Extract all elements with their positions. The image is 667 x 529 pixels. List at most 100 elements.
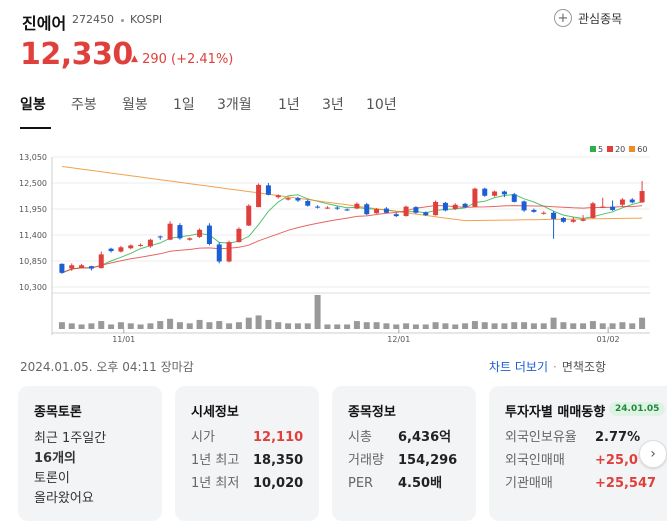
candle-body bbox=[285, 198, 291, 200]
x-tick-label: 12/01 bbox=[387, 335, 410, 344]
card-title: 투자자별 매매동향 bbox=[505, 405, 606, 420]
candle-body bbox=[295, 198, 301, 201]
volume-bar bbox=[481, 322, 488, 329]
tab-daily[interactable]: 일봉 bbox=[20, 97, 46, 113]
stock-name: 진에어 bbox=[22, 14, 67, 33]
volume-bar bbox=[452, 324, 459, 329]
candle-body bbox=[541, 212, 547, 214]
candle-body bbox=[206, 225, 212, 244]
chevron-right-icon: › bbox=[650, 446, 656, 462]
volume-bar bbox=[294, 323, 301, 329]
candle-body bbox=[501, 191, 507, 195]
active-tab-indicator bbox=[20, 127, 51, 129]
candle-body bbox=[265, 185, 271, 195]
candle-body bbox=[482, 188, 488, 196]
candle-body bbox=[236, 228, 242, 243]
favorite-button[interactable]: + 관심종목 bbox=[554, 9, 622, 27]
volume-bar bbox=[501, 323, 508, 329]
volume-bar bbox=[570, 323, 577, 329]
tab-monthly[interactable]: 월봉 bbox=[122, 97, 148, 113]
info-row: 외국인보유율 2.77% bbox=[505, 429, 641, 445]
candle-body bbox=[246, 205, 252, 226]
candle-body bbox=[393, 214, 399, 217]
tab-weekly[interactable]: 주봉 bbox=[71, 97, 97, 113]
volume-bar bbox=[471, 321, 478, 329]
volume-bar bbox=[432, 322, 439, 329]
candle-body bbox=[610, 206, 616, 210]
info-row: PER 4.50배 bbox=[348, 475, 443, 491]
current-price: 12,330 bbox=[20, 37, 133, 72]
candle-body bbox=[128, 245, 134, 249]
volume-bar bbox=[186, 323, 193, 329]
candle-body bbox=[334, 207, 340, 209]
volume-bar bbox=[176, 322, 183, 329]
candle-body bbox=[413, 207, 419, 213]
candle-body bbox=[187, 238, 193, 240]
market-info-card[interactable]: 시세정보 시가 12,110 1년 최고 18,350 1년 최저 10,020 bbox=[175, 386, 319, 521]
timestamp: 2024.01.05. 오후 04:11 장마감 bbox=[20, 360, 194, 374]
candle-body bbox=[177, 225, 183, 239]
info-row: 시총 6,436억 bbox=[348, 429, 452, 445]
tab-3year[interactable]: 3년 bbox=[322, 97, 344, 113]
card-title: 시세정보 bbox=[191, 405, 239, 420]
price-change: ▲ 290 (+2.41%) bbox=[131, 52, 233, 67]
card-title: 종목토론 bbox=[34, 405, 82, 420]
volume-bar bbox=[353, 321, 360, 329]
candle-body bbox=[118, 247, 124, 252]
info-row: 1년 최고 18,350 bbox=[191, 452, 304, 468]
disclaimer-link[interactable]: 면책조항 bbox=[561, 360, 607, 374]
info-row: 거래량 154,296 bbox=[348, 452, 458, 468]
candle-body bbox=[551, 212, 557, 219]
candle-body bbox=[433, 201, 439, 216]
chart-links: 차트 더보기 · 면책조항 bbox=[489, 358, 606, 375]
more-chart-link[interactable]: 차트 더보기 bbox=[489, 360, 549, 374]
volume-bar bbox=[127, 323, 134, 329]
volume-bar bbox=[245, 317, 252, 329]
candle-body bbox=[629, 199, 635, 203]
candle-body bbox=[639, 191, 645, 203]
ma20-line bbox=[61, 204, 643, 274]
price-chart[interactable]: 13,050 12,500 11,950 11,400 10,850 10,300 11/0… bbox=[0, 140, 667, 350]
volume-bar bbox=[619, 322, 626, 329]
volume-bar bbox=[589, 321, 596, 329]
candle-body bbox=[108, 248, 114, 252]
discussion-card[interactable]: 종목토론 최근 1주일간 16개의 토론이 올라왔어요 bbox=[18, 386, 162, 521]
y-tick-label: 12,500 bbox=[19, 179, 47, 188]
candle-body bbox=[560, 217, 566, 222]
tab-10year[interactable]: 10년 bbox=[366, 97, 397, 113]
next-card-button[interactable]: › bbox=[639, 440, 667, 468]
info-row: 시가 12,110 bbox=[191, 429, 304, 445]
candle-body bbox=[472, 188, 478, 207]
info-row: 외국인매매 +25,0 bbox=[505, 452, 638, 468]
volume-bar bbox=[599, 323, 606, 329]
candle-body bbox=[167, 223, 173, 240]
plus-circle-icon: + bbox=[554, 9, 572, 27]
y-tick-label: 10,300 bbox=[19, 283, 47, 292]
candle-body bbox=[305, 200, 311, 206]
volume-bar bbox=[344, 324, 351, 329]
candle-body bbox=[531, 209, 537, 212]
volume-bar bbox=[235, 322, 242, 329]
candle-body bbox=[354, 203, 360, 209]
volume-bar bbox=[137, 324, 144, 329]
tab-1year[interactable]: 1년 bbox=[278, 97, 300, 113]
volume-bar bbox=[206, 322, 213, 329]
stock-info-card[interactable]: 종목정보 시총 6,436억 거래량 154,296 PER 4.50배 bbox=[332, 386, 476, 521]
volume-bar bbox=[560, 322, 567, 329]
volume-bar bbox=[304, 323, 311, 329]
candle-body bbox=[619, 199, 625, 205]
volume-bar bbox=[403, 323, 410, 329]
investor-card[interactable]: 투자자별 매매동향 24.01.05 외국인보유율 2.77% 외국인매매 +25,… bbox=[489, 386, 667, 521]
tab-3month[interactable]: 3개월 bbox=[217, 97, 252, 113]
candle-body bbox=[138, 244, 144, 246]
volume-bar bbox=[226, 323, 233, 329]
tab-1day[interactable]: 1일 bbox=[173, 97, 195, 113]
volume-bar bbox=[78, 324, 85, 329]
candle-body bbox=[275, 195, 281, 198]
chart-legend: 5 20 60 bbox=[590, 145, 647, 154]
legend-item-5: 5 bbox=[590, 145, 603, 154]
legend-item-60: 60 bbox=[629, 145, 647, 154]
y-tick-label: 11,950 bbox=[19, 205, 47, 214]
volume-bar bbox=[491, 323, 498, 329]
candle-body bbox=[157, 236, 163, 238]
